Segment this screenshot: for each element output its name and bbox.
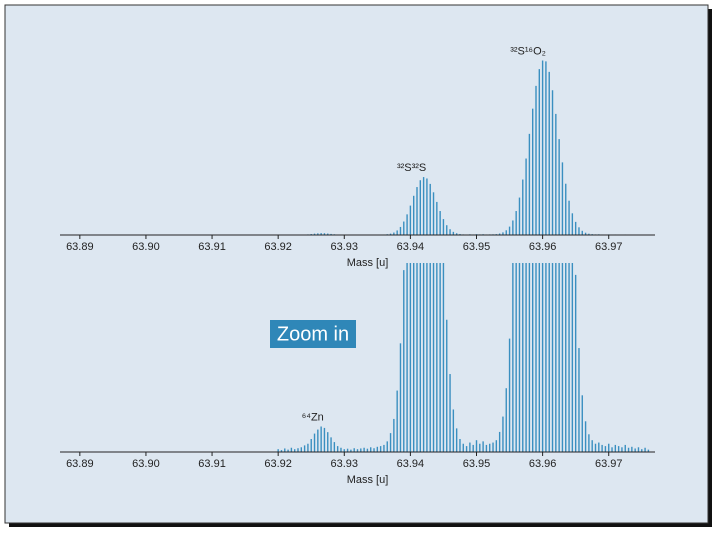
- x-tick-label: 63.96: [529, 458, 557, 470]
- x-tick-label: 63.90: [132, 241, 160, 253]
- x-tick-label: 63.91: [198, 241, 226, 253]
- x-tick-label: 63.94: [397, 458, 425, 470]
- x-tick-label: 63.97: [595, 458, 623, 470]
- peak-annotation: ³²S¹⁶O₂: [510, 45, 546, 57]
- peak-annotation: ⁶⁴Zn: [302, 411, 324, 423]
- panel-top: [277, 60, 650, 235]
- zoom-label-box: [270, 320, 356, 348]
- x-tick-label: 63.92: [264, 241, 292, 253]
- x-tick-label: 63.92: [264, 458, 292, 470]
- x-tick-label: 63.93: [331, 241, 359, 253]
- axes: 63.89 63.90 63.91 63.92 63.93 63.94 63.95 63.96…: [60, 45, 655, 486]
- x-axis-label: Mass [u]: [347, 257, 389, 269]
- x-tick-label: 63.93: [331, 458, 359, 470]
- frame: [4, 4, 709, 524]
- x-tick-label: 63.91: [198, 458, 226, 470]
- x-tick-label: 63.95: [463, 458, 491, 470]
- x-tick-label: 63.94: [397, 241, 425, 253]
- peak-annotation: ³²S³²S: [397, 162, 426, 174]
- x-tick-label: 63.89: [66, 458, 94, 470]
- x-axis-label: Mass [u]: [347, 474, 389, 486]
- x-tick-label: 63.89: [66, 241, 94, 253]
- zoom-label: Zoom in: [277, 323, 349, 345]
- x-tick-label: 63.95: [463, 241, 491, 253]
- panel-bottom: [277, 263, 650, 452]
- x-tick-label: 63.90: [132, 458, 160, 470]
- x-tick-label: 63.97: [595, 241, 623, 253]
- x-tick-label: 63.96: [529, 241, 557, 253]
